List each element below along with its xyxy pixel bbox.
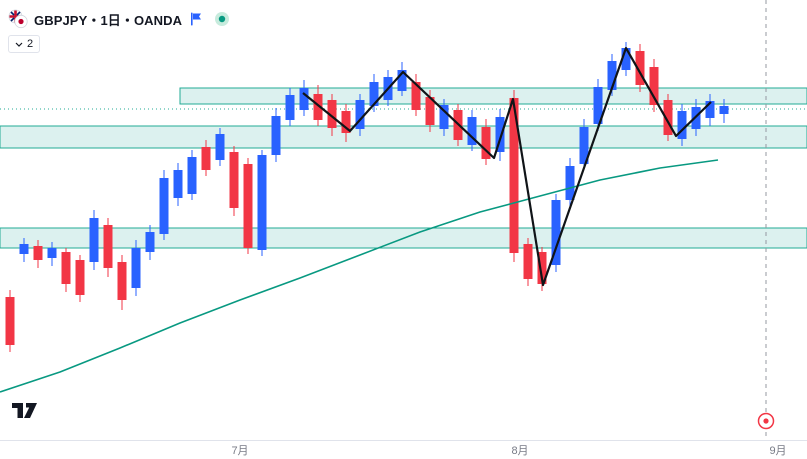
candle-body <box>663 100 673 135</box>
candle-body <box>439 105 449 129</box>
candle-body <box>61 252 71 284</box>
candle-body <box>481 127 491 159</box>
candle-body <box>551 200 561 265</box>
candle-body <box>579 127 589 164</box>
legend-collapse-button[interactable]: 2 <box>8 35 41 53</box>
zigzag-line <box>302 46 712 287</box>
symbol-legend-row: GBPJPY・1日・OANDA <box>8 8 230 30</box>
candle-body <box>243 164 253 248</box>
candle-body <box>523 244 533 279</box>
candle-body <box>593 87 603 124</box>
chevron-down-icon <box>15 42 23 47</box>
candle-body <box>103 225 113 268</box>
candle-body <box>719 106 729 114</box>
candle-body <box>173 170 183 198</box>
event-marker-icon[interactable] <box>757 412 775 430</box>
candle-body <box>425 97 435 125</box>
candle-body <box>117 262 127 300</box>
candle-body <box>285 95 295 120</box>
legend-hidden-count: 2 <box>27 38 34 50</box>
candle-body <box>47 248 57 258</box>
candle-body <box>509 98 519 253</box>
candle-body <box>369 82 379 106</box>
candle-body <box>635 51 645 85</box>
gbpjpy-pair-flags-icon <box>8 9 28 29</box>
candle-body <box>215 134 225 160</box>
candle-body <box>299 88 309 110</box>
candle-body <box>271 116 281 155</box>
candle-body <box>467 117 477 145</box>
time-axis-label[interactable]: 9月 <box>769 445 786 457</box>
candle-body <box>201 147 211 170</box>
candle-body <box>327 100 337 128</box>
candle-body <box>341 111 351 133</box>
candle-body <box>495 117 505 152</box>
candle-body <box>131 248 141 288</box>
candle-body <box>229 152 239 208</box>
candle-body <box>397 70 407 91</box>
candle-body <box>537 252 547 284</box>
symbol-title[interactable]: GBPJPY・1日・OANDA <box>34 12 183 28</box>
candle-body <box>187 157 197 194</box>
flag-icon[interactable] <box>190 12 202 26</box>
candle-body <box>607 61 617 90</box>
candle-body <box>355 100 365 129</box>
candle-body <box>5 297 15 345</box>
candle-body <box>705 101 715 118</box>
time-axis-label[interactable]: 7月 <box>231 445 248 457</box>
candle-body <box>677 111 687 139</box>
candle-body <box>411 82 421 110</box>
candle-body <box>565 166 575 200</box>
candle-body <box>75 260 85 295</box>
candle-body <box>649 67 659 105</box>
candle-body <box>159 178 169 234</box>
candle-body <box>621 48 631 70</box>
candle-body <box>33 246 43 260</box>
candle-body <box>257 155 267 250</box>
moving-average-line <box>0 159 719 393</box>
tradingview-logo[interactable] <box>10 400 46 427</box>
sr-zone[interactable] <box>0 125 807 149</box>
market-status-dot-icon[interactable] <box>214 11 230 27</box>
chart-legend: GBPJPY・1日・OANDA 2 <box>8 8 230 53</box>
candle-body <box>145 232 155 252</box>
candle-body <box>89 218 99 262</box>
candle-body <box>313 94 323 120</box>
candle-body <box>19 244 29 254</box>
time-axis-label[interactable]: 8月 <box>511 445 528 457</box>
